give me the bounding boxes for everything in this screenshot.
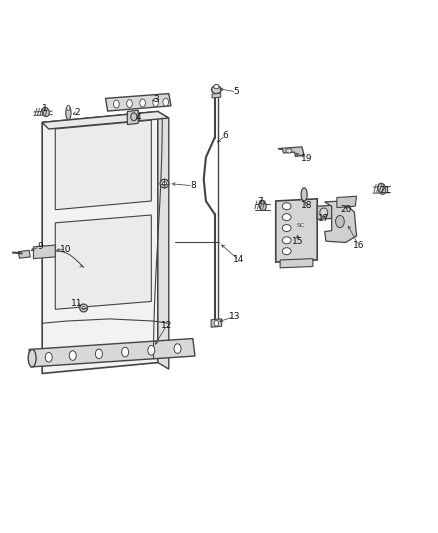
Ellipse shape	[148, 345, 155, 355]
Polygon shape	[280, 259, 313, 268]
Ellipse shape	[95, 349, 102, 359]
Ellipse shape	[42, 107, 49, 117]
Polygon shape	[158, 111, 169, 369]
Ellipse shape	[286, 149, 292, 153]
Ellipse shape	[283, 248, 291, 255]
Text: 6: 6	[223, 131, 229, 140]
Ellipse shape	[28, 350, 36, 367]
Ellipse shape	[160, 179, 169, 188]
Text: 15: 15	[292, 237, 304, 246]
Text: 12: 12	[161, 321, 172, 330]
Polygon shape	[211, 319, 222, 327]
Polygon shape	[42, 111, 169, 129]
Text: 18: 18	[300, 201, 312, 210]
Ellipse shape	[214, 320, 219, 326]
Polygon shape	[276, 199, 317, 262]
Polygon shape	[278, 147, 304, 157]
Polygon shape	[106, 94, 171, 111]
Polygon shape	[317, 205, 332, 220]
Ellipse shape	[122, 348, 129, 357]
Ellipse shape	[214, 84, 219, 89]
Text: 17: 17	[318, 214, 329, 223]
Ellipse shape	[163, 98, 169, 106]
Polygon shape	[55, 215, 151, 309]
Text: 8: 8	[190, 181, 196, 190]
Text: SC: SC	[297, 222, 305, 228]
Polygon shape	[55, 120, 151, 210]
Ellipse shape	[140, 99, 145, 107]
Ellipse shape	[127, 100, 132, 108]
Text: 13: 13	[229, 312, 240, 321]
Text: 10: 10	[60, 245, 72, 254]
Ellipse shape	[153, 99, 159, 107]
Ellipse shape	[80, 304, 88, 312]
Polygon shape	[29, 338, 195, 367]
Ellipse shape	[131, 113, 137, 120]
Polygon shape	[127, 110, 138, 125]
Ellipse shape	[301, 188, 307, 201]
Ellipse shape	[259, 200, 266, 211]
Text: 4: 4	[135, 112, 141, 122]
Ellipse shape	[212, 86, 221, 94]
Text: 19: 19	[300, 154, 312, 163]
Ellipse shape	[66, 106, 71, 120]
Text: 11: 11	[71, 299, 83, 308]
Text: 1: 1	[42, 103, 47, 112]
Text: 9: 9	[37, 243, 43, 252]
Polygon shape	[33, 245, 55, 259]
Text: 21: 21	[379, 185, 391, 195]
Ellipse shape	[283, 214, 291, 221]
Polygon shape	[18, 251, 30, 258]
Polygon shape	[325, 201, 357, 243]
Text: 16: 16	[353, 241, 364, 250]
Text: 5: 5	[233, 87, 239, 96]
Ellipse shape	[283, 224, 291, 231]
Ellipse shape	[82, 306, 85, 310]
Ellipse shape	[320, 208, 328, 217]
Polygon shape	[212, 93, 221, 98]
Text: 3: 3	[153, 95, 159, 104]
Ellipse shape	[162, 182, 166, 185]
Ellipse shape	[69, 351, 76, 360]
Ellipse shape	[45, 352, 52, 362]
Text: 2: 2	[74, 108, 80, 117]
Text: 14: 14	[233, 255, 244, 264]
Ellipse shape	[378, 183, 386, 195]
Text: 7: 7	[258, 197, 263, 206]
Polygon shape	[337, 196, 357, 207]
Ellipse shape	[283, 203, 291, 210]
Text: 20: 20	[340, 205, 351, 214]
Polygon shape	[42, 111, 158, 374]
Ellipse shape	[283, 237, 291, 244]
Ellipse shape	[336, 215, 344, 228]
Ellipse shape	[67, 106, 70, 111]
Ellipse shape	[113, 100, 119, 108]
Ellipse shape	[174, 344, 181, 353]
